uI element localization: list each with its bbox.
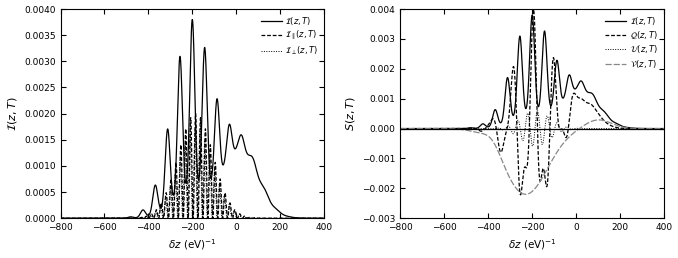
Y-axis label: $\mathcal{I}(z,T)$: $\mathcal{I}(z,T)$ bbox=[5, 96, 18, 131]
Y-axis label: $S(z,T)$: $S(z,T)$ bbox=[344, 96, 357, 131]
Legend: $\mathcal{I}(z,T)$, $\mathcal{I}_\parallel(z,T)$, $\mathcal{I}_\perp(z,T)$: $\mathcal{I}(z,T)$, $\mathcal{I}_\parall… bbox=[259, 13, 320, 59]
X-axis label: $\delta z\ \mathrm{(eV)^{-1}}$: $\delta z\ \mathrm{(eV)^{-1}}$ bbox=[168, 238, 217, 252]
X-axis label: $\delta z\ \mathrm{(eV)^{-1}}$: $\delta z\ \mathrm{(eV)^{-1}}$ bbox=[508, 238, 557, 252]
Legend: $\mathcal{I}(z,T)$, $\mathcal{Q}(z,T)$, $\mathcal{U}(z,T)$, $\mathcal{V}(z,T)$: $\mathcal{I}(z,T)$, $\mathcal{Q}(z,T)$, … bbox=[603, 13, 660, 71]
